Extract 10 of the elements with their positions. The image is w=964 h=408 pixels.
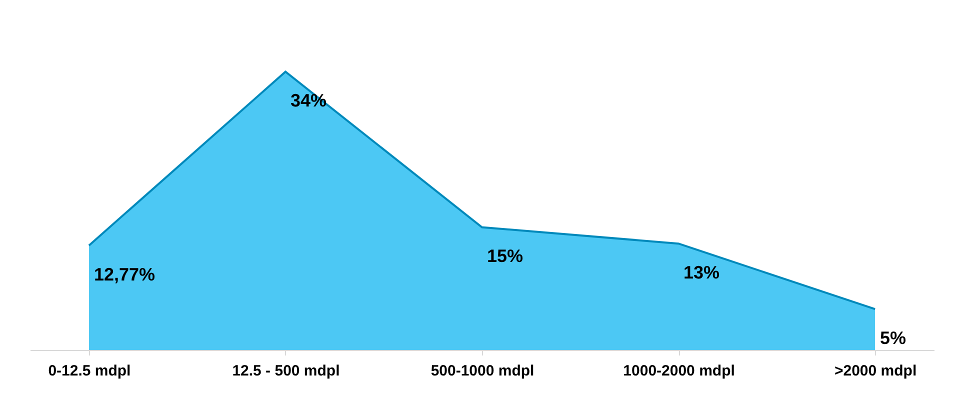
x-tick-label: >2000 mdpl: [834, 362, 917, 380]
x-tick-label: 1000-2000 mdpl: [623, 362, 735, 380]
data-label: 13%: [684, 262, 720, 283]
data-label: 5%: [880, 328, 906, 348]
data-label: 34%: [290, 90, 327, 111]
x-tick-label: 500-1000 mdpl: [430, 362, 534, 380]
x-tick-label: 12.5 - 500 mdpl: [232, 362, 340, 380]
x-tick-label: 0-12.5 mdpl: [48, 362, 131, 380]
data-label: 12,77%: [94, 264, 156, 284]
data-label: 15%: [487, 246, 524, 266]
